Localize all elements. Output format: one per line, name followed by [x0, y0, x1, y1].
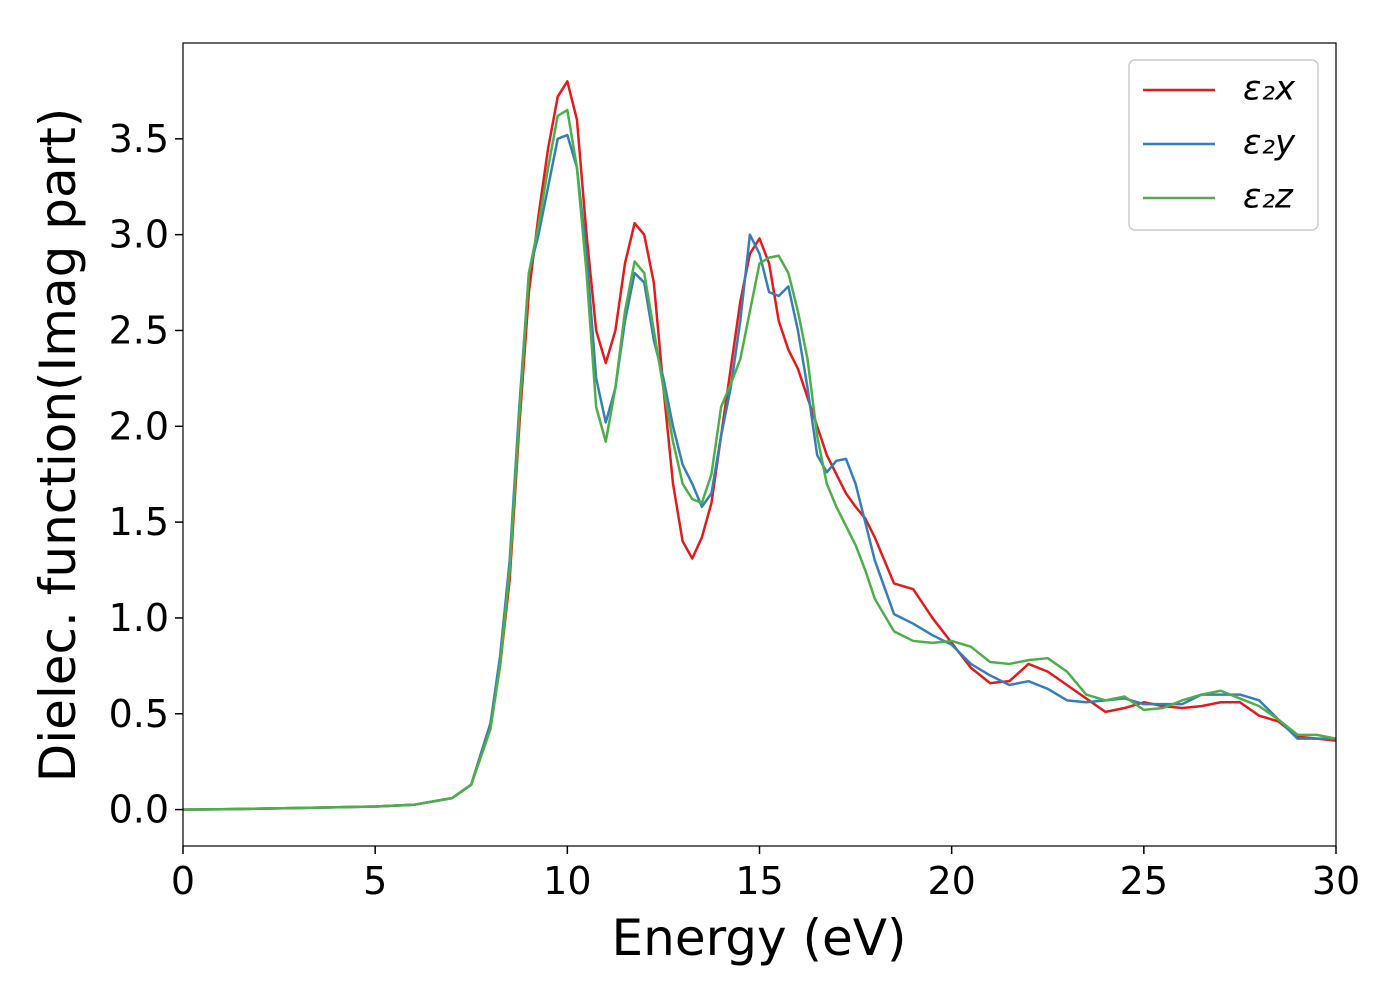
- legend-label: ε₂y: [1243, 123, 1296, 163]
- line-series: [183, 108, 1336, 811]
- x-axis-label: Energy (eV): [612, 909, 907, 967]
- legend-label: ε₂x: [1243, 69, 1296, 109]
- y-tick-label: 1.5: [109, 500, 169, 544]
- y-tick-label: 0.0: [109, 788, 169, 832]
- legend-label: ε₂z: [1243, 177, 1294, 217]
- y-tick-label: 1.0: [109, 596, 169, 640]
- y-tick-label: 3.0: [109, 213, 169, 257]
- y-tick-label: 2.0: [109, 404, 169, 448]
- y-tick-label: 2.5: [109, 308, 169, 352]
- plot-frame: [182, 42, 1337, 847]
- legend-box: [1128, 59, 1319, 231]
- x-tick-label: 15: [735, 859, 783, 903]
- x-tick-label: 0: [171, 859, 195, 903]
- x-tick-label: 30: [1312, 859, 1360, 903]
- x-tick-label: 10: [543, 859, 591, 903]
- x-tick-label: 25: [1120, 859, 1168, 903]
- y-axis-label: Dielec. function(Imag part): [29, 108, 87, 783]
- y-tick-label: 0.5: [109, 692, 169, 736]
- x-tick-label: 20: [927, 859, 975, 903]
- y-tick-label: 3.5: [109, 117, 169, 161]
- x-tick-label: 5: [363, 859, 387, 903]
